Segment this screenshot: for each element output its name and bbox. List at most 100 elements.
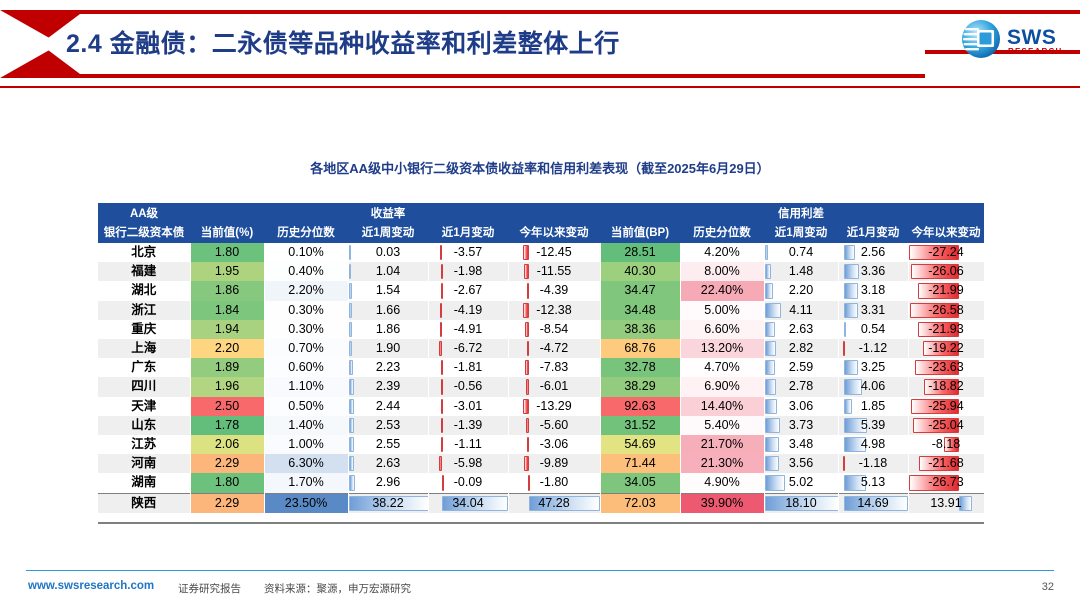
cell-value: -5.98 <box>453 456 483 471</box>
cell-yield-percentile: 0.30% <box>264 319 348 340</box>
cell-data-bar <box>843 341 846 357</box>
cell-data-bar <box>915 360 959 376</box>
footer-rule <box>26 570 1054 571</box>
cell-value: -4.72 <box>539 341 569 356</box>
cell-value: 47.28 <box>538 495 570 510</box>
cell-data-bar <box>764 456 780 472</box>
cell-spread-1w: 2.63 <box>764 320 838 339</box>
cell-spread-1w: 5.02 <box>764 473 838 493</box>
row-label-region: 北京 <box>98 243 190 263</box>
cell-spread-percentile: 4.90% <box>680 473 764 494</box>
cell-value: 39.90% <box>700 495 744 510</box>
cell-data-bar <box>764 417 780 434</box>
cell-value: 6.60% <box>704 321 740 336</box>
cell-data-bar <box>527 437 530 453</box>
cell-value: 4.20% <box>704 245 740 259</box>
cell-value: -27.24 <box>928 245 964 259</box>
cell-value: 0.40% <box>288 264 324 279</box>
cell-yield-ytd: 47.28 <box>508 492 600 513</box>
cell-data-bar <box>348 264 351 280</box>
cell-value: 23.50% <box>284 495 328 510</box>
row-label-region: 上海 <box>98 339 190 359</box>
cell-data-bar <box>918 283 959 299</box>
cell-yield-percentile: 1.00% <box>264 435 348 455</box>
footer-website-link[interactable]: www.swsresearch.com <box>28 580 155 592</box>
cell-value: -1.39 <box>453 417 483 432</box>
cell-yield-1w: 1.66 <box>348 300 428 320</box>
cell-yield-current: 1.89 <box>190 358 264 378</box>
cell-yield-1m: -3.01 <box>428 397 508 416</box>
cell-spread-1m: -1.12 <box>838 339 908 359</box>
cell-spread-percentile: 6.60% <box>680 319 764 340</box>
cell-value: 3.18 <box>860 283 886 298</box>
cell-yield-current: 1.94 <box>190 319 264 340</box>
cell-value: -9.89 <box>539 456 569 471</box>
cell-spread-ytd: -25.94 <box>908 397 984 416</box>
cell-yield-percentile: 1.10% <box>264 377 348 397</box>
cell-value: -0.09 <box>453 475 483 490</box>
cell-spread-percentile: 39.90% <box>680 492 764 513</box>
cell-yield-percentile: 0.10% <box>264 243 348 263</box>
cell-value: 1.78 <box>214 417 240 432</box>
group-blank-8 <box>908 205 984 223</box>
cell-value: 1.95 <box>214 264 240 279</box>
cell-data-bar <box>441 495 507 511</box>
cell-yield-1m: -1.98 <box>428 262 508 282</box>
cell-spread-ytd: -26.06 <box>908 262 984 282</box>
table-row: 广东 1.89 0.60% 2.23 -1.81 -7.83 32.78 4.70% 2.59 3… <box>98 358 984 378</box>
cell-value: -21.93 <box>928 321 964 336</box>
cell-value: 38.22 <box>372 495 404 510</box>
cell-value: 2.20% <box>288 283 324 298</box>
cell-spread-1w: 2.78 <box>764 377 838 397</box>
cell-yield-1m: -5.98 <box>428 454 508 474</box>
cell-value: 2.23 <box>375 360 401 375</box>
cell-value: -4.39 <box>539 283 569 298</box>
cell-value: -5.60 <box>539 417 569 432</box>
cell-value: 22.40% <box>700 283 744 298</box>
cell-value: -1.18 <box>858 456 888 471</box>
cell-value: 3.36 <box>860 264 886 279</box>
cell-spread-ytd: -19.22 <box>908 339 984 359</box>
cell-data-bar <box>843 321 847 338</box>
cell-value: 54.69 <box>624 437 656 452</box>
cell-yield-1w: 2.44 <box>348 397 428 416</box>
cell-data-bar <box>440 398 443 414</box>
cell-spread-current: 40.30 <box>600 262 680 282</box>
cell-spread-1w: 3.56 <box>764 454 838 474</box>
row-label-region: 湖北 <box>98 281 190 301</box>
cell-value: 1.86 <box>214 283 240 298</box>
cell-data-bar <box>348 283 352 299</box>
cell-value: -1.98 <box>453 264 483 279</box>
row-label-region: 山东 <box>98 415 190 436</box>
table-head: AA级 收益率 信用利差 银行二级资本债 当前值(%) 历史分位数 近1周变动 … <box>98 205 984 243</box>
cell-data-bar <box>764 360 776 376</box>
cell-value: 0.50% <box>288 398 324 413</box>
cell-spread-current: 32.78 <box>600 358 680 378</box>
cell-data-bar <box>843 379 862 395</box>
cell-value: 0.10% <box>288 245 324 259</box>
cell-value: 1.70% <box>288 475 324 490</box>
cell-value: 0.54 <box>860 321 886 336</box>
cell-spread-ytd: -21.68 <box>908 454 984 474</box>
row-label-region: 浙江 <box>98 300 190 320</box>
cell-value: 2.63 <box>788 321 814 336</box>
cell-yield-current: 2.29 <box>190 492 264 513</box>
table-row: 湖北 1.86 2.20% 1.54 -2.67 -4.39 34.47 22.40% 2.20… <box>98 281 984 301</box>
cell-yield-current: 1.84 <box>190 300 264 320</box>
col-header-spread-1w: 近1周变动 <box>764 223 838 243</box>
cell-data-bar <box>526 417 529 434</box>
cell-yield-1w: 1.90 <box>348 339 428 359</box>
cell-value: 2.56 <box>860 245 886 259</box>
cell-data-bar <box>843 475 867 491</box>
cell-data-bar <box>523 245 529 261</box>
cell-spread-current: 68.76 <box>600 339 680 359</box>
cell-spread-1m: 5.39 <box>838 415 908 436</box>
cell-value: 4.11 <box>789 302 813 317</box>
header-bottom-rule <box>0 86 1080 88</box>
row-label-region: 陕西 <box>98 492 190 513</box>
cell-data-bar <box>439 456 442 472</box>
cell-spread-ytd: -26.73 <box>908 473 984 493</box>
cell-yield-ytd: -3.06 <box>508 435 600 454</box>
cell-spread-1w: 18.10 <box>764 492 838 513</box>
cell-yield-current: 1.86 <box>190 281 264 301</box>
